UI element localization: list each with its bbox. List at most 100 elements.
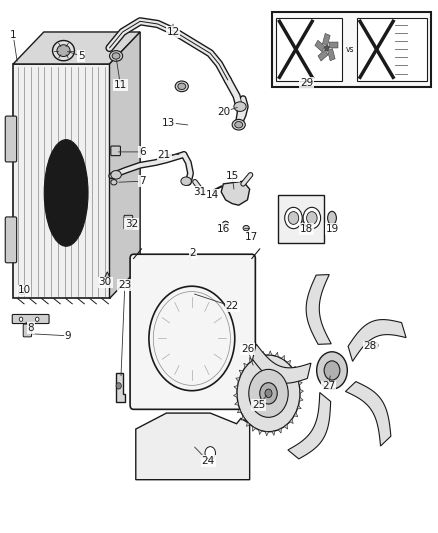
Text: vs: vs bbox=[346, 45, 355, 54]
Circle shape bbox=[249, 369, 288, 417]
Text: 31: 31 bbox=[193, 187, 206, 197]
Text: 29: 29 bbox=[300, 78, 313, 87]
Polygon shape bbox=[275, 352, 278, 357]
Ellipse shape bbox=[111, 171, 121, 179]
Polygon shape bbox=[221, 181, 250, 205]
Ellipse shape bbox=[53, 41, 74, 61]
Polygon shape bbox=[241, 416, 245, 420]
FancyBboxPatch shape bbox=[278, 195, 324, 243]
Polygon shape bbox=[237, 409, 241, 413]
Polygon shape bbox=[249, 358, 253, 362]
Polygon shape bbox=[253, 426, 256, 431]
Polygon shape bbox=[236, 378, 240, 382]
Polygon shape bbox=[253, 344, 311, 383]
Text: 8: 8 bbox=[27, 323, 34, 333]
Polygon shape bbox=[259, 430, 262, 434]
Ellipse shape bbox=[110, 51, 123, 61]
Ellipse shape bbox=[112, 53, 120, 59]
Circle shape bbox=[237, 355, 300, 432]
Ellipse shape bbox=[223, 221, 229, 227]
Text: 32: 32 bbox=[125, 219, 138, 229]
Polygon shape bbox=[292, 367, 296, 371]
Circle shape bbox=[325, 45, 329, 51]
Polygon shape bbox=[278, 429, 281, 433]
Polygon shape bbox=[244, 363, 247, 368]
Polygon shape bbox=[298, 382, 302, 385]
Circle shape bbox=[35, 317, 39, 321]
Text: 11: 11 bbox=[114, 80, 127, 90]
Polygon shape bbox=[262, 351, 265, 356]
Ellipse shape bbox=[44, 140, 88, 246]
Text: 23: 23 bbox=[118, 280, 131, 290]
Polygon shape bbox=[306, 274, 331, 344]
Circle shape bbox=[317, 352, 347, 389]
Text: 30: 30 bbox=[99, 278, 112, 287]
Ellipse shape bbox=[181, 177, 191, 185]
Polygon shape bbox=[315, 41, 325, 52]
Polygon shape bbox=[284, 424, 288, 429]
FancyBboxPatch shape bbox=[111, 146, 120, 156]
Polygon shape bbox=[322, 34, 330, 45]
Circle shape bbox=[116, 383, 121, 389]
Ellipse shape bbox=[328, 211, 336, 225]
Text: 15: 15 bbox=[226, 171, 239, 181]
Ellipse shape bbox=[235, 122, 243, 128]
Circle shape bbox=[265, 389, 272, 398]
Polygon shape bbox=[234, 385, 238, 389]
Text: 14: 14 bbox=[206, 190, 219, 199]
Polygon shape bbox=[272, 431, 275, 435]
FancyBboxPatch shape bbox=[12, 314, 49, 324]
Polygon shape bbox=[296, 374, 300, 378]
Ellipse shape bbox=[111, 180, 117, 185]
Text: 18: 18 bbox=[300, 224, 313, 234]
Polygon shape bbox=[233, 393, 237, 398]
Polygon shape bbox=[239, 370, 243, 374]
Text: 9: 9 bbox=[64, 331, 71, 341]
Polygon shape bbox=[329, 42, 338, 48]
Polygon shape bbox=[299, 398, 303, 401]
FancyBboxPatch shape bbox=[13, 64, 110, 298]
Circle shape bbox=[285, 207, 302, 229]
Polygon shape bbox=[348, 320, 406, 361]
Text: 10: 10 bbox=[18, 286, 31, 295]
Polygon shape bbox=[287, 360, 290, 365]
Polygon shape bbox=[328, 49, 335, 61]
Ellipse shape bbox=[370, 342, 378, 349]
Text: 28: 28 bbox=[364, 342, 377, 351]
Text: 6: 6 bbox=[139, 147, 146, 157]
Polygon shape bbox=[13, 32, 140, 64]
Text: 20: 20 bbox=[217, 107, 230, 117]
Polygon shape bbox=[247, 422, 250, 426]
Ellipse shape bbox=[234, 102, 246, 111]
Circle shape bbox=[324, 361, 340, 380]
FancyBboxPatch shape bbox=[272, 12, 431, 87]
FancyBboxPatch shape bbox=[5, 217, 17, 263]
Text: 12: 12 bbox=[166, 27, 180, 37]
Text: 24: 24 bbox=[201, 456, 215, 466]
Circle shape bbox=[307, 212, 317, 224]
Text: 27: 27 bbox=[322, 382, 335, 391]
Text: 19: 19 bbox=[326, 224, 339, 234]
Ellipse shape bbox=[243, 225, 249, 231]
Polygon shape bbox=[265, 432, 268, 436]
Circle shape bbox=[303, 207, 321, 229]
Ellipse shape bbox=[178, 83, 186, 90]
Text: 17: 17 bbox=[245, 232, 258, 242]
FancyBboxPatch shape bbox=[124, 215, 133, 229]
Circle shape bbox=[288, 212, 299, 224]
FancyBboxPatch shape bbox=[130, 254, 255, 409]
Polygon shape bbox=[318, 50, 328, 61]
Ellipse shape bbox=[232, 119, 245, 130]
Ellipse shape bbox=[175, 81, 188, 92]
Circle shape bbox=[260, 383, 277, 404]
Text: 13: 13 bbox=[162, 118, 175, 127]
Text: 26: 26 bbox=[241, 344, 254, 354]
Circle shape bbox=[19, 317, 23, 321]
FancyBboxPatch shape bbox=[5, 116, 17, 162]
Circle shape bbox=[205, 447, 215, 459]
Polygon shape bbox=[288, 392, 331, 459]
Polygon shape bbox=[110, 32, 140, 298]
FancyBboxPatch shape bbox=[357, 18, 427, 81]
Text: 21: 21 bbox=[158, 150, 171, 159]
Ellipse shape bbox=[18, 288, 25, 295]
